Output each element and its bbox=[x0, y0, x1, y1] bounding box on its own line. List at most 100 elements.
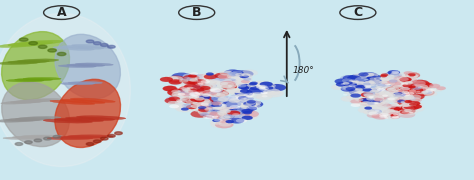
Ellipse shape bbox=[383, 108, 390, 111]
Ellipse shape bbox=[402, 78, 412, 81]
Ellipse shape bbox=[68, 82, 102, 84]
Ellipse shape bbox=[240, 89, 250, 93]
Ellipse shape bbox=[213, 93, 226, 98]
Ellipse shape bbox=[404, 89, 415, 93]
Ellipse shape bbox=[423, 91, 437, 96]
Ellipse shape bbox=[409, 101, 420, 105]
Ellipse shape bbox=[352, 92, 367, 97]
Ellipse shape bbox=[175, 105, 195, 112]
Ellipse shape bbox=[166, 96, 186, 104]
Ellipse shape bbox=[191, 104, 201, 108]
Ellipse shape bbox=[176, 86, 184, 89]
Ellipse shape bbox=[12, 136, 54, 139]
Ellipse shape bbox=[355, 88, 363, 91]
Ellipse shape bbox=[340, 75, 356, 81]
Ellipse shape bbox=[370, 89, 382, 93]
Ellipse shape bbox=[199, 95, 210, 100]
Ellipse shape bbox=[396, 81, 413, 88]
Ellipse shape bbox=[382, 81, 391, 84]
Ellipse shape bbox=[198, 110, 211, 115]
Ellipse shape bbox=[200, 99, 210, 103]
Ellipse shape bbox=[380, 100, 388, 103]
Ellipse shape bbox=[215, 90, 223, 93]
Ellipse shape bbox=[163, 86, 177, 91]
Ellipse shape bbox=[401, 83, 408, 85]
Ellipse shape bbox=[262, 95, 268, 97]
Ellipse shape bbox=[93, 140, 101, 143]
Ellipse shape bbox=[388, 94, 395, 97]
Ellipse shape bbox=[227, 74, 240, 79]
Ellipse shape bbox=[380, 85, 398, 92]
Ellipse shape bbox=[411, 87, 426, 93]
Ellipse shape bbox=[228, 110, 243, 115]
Ellipse shape bbox=[246, 95, 253, 98]
Ellipse shape bbox=[175, 104, 184, 108]
Ellipse shape bbox=[266, 84, 286, 91]
Ellipse shape bbox=[201, 103, 209, 106]
Ellipse shape bbox=[413, 84, 428, 90]
Ellipse shape bbox=[189, 96, 205, 102]
Ellipse shape bbox=[201, 93, 210, 97]
Ellipse shape bbox=[204, 84, 216, 88]
Ellipse shape bbox=[387, 100, 395, 103]
Ellipse shape bbox=[342, 78, 353, 83]
Ellipse shape bbox=[406, 93, 425, 100]
Ellipse shape bbox=[398, 89, 414, 95]
Ellipse shape bbox=[53, 135, 61, 138]
Ellipse shape bbox=[181, 92, 191, 96]
Ellipse shape bbox=[381, 72, 394, 77]
Ellipse shape bbox=[181, 87, 190, 90]
Ellipse shape bbox=[372, 114, 381, 118]
Ellipse shape bbox=[383, 113, 390, 116]
Ellipse shape bbox=[222, 101, 237, 107]
Ellipse shape bbox=[216, 112, 234, 118]
Ellipse shape bbox=[167, 76, 185, 82]
Ellipse shape bbox=[410, 112, 413, 114]
Ellipse shape bbox=[248, 92, 266, 99]
Ellipse shape bbox=[256, 94, 272, 100]
Ellipse shape bbox=[343, 82, 357, 87]
Ellipse shape bbox=[375, 110, 380, 112]
Ellipse shape bbox=[399, 72, 413, 77]
Ellipse shape bbox=[232, 71, 242, 74]
Ellipse shape bbox=[367, 112, 381, 118]
Ellipse shape bbox=[402, 102, 413, 107]
Ellipse shape bbox=[401, 87, 410, 90]
Ellipse shape bbox=[244, 97, 254, 101]
Ellipse shape bbox=[350, 94, 361, 98]
Ellipse shape bbox=[382, 92, 394, 97]
Ellipse shape bbox=[373, 96, 384, 100]
Ellipse shape bbox=[355, 98, 363, 101]
Ellipse shape bbox=[423, 91, 432, 94]
Ellipse shape bbox=[387, 90, 404, 97]
Ellipse shape bbox=[203, 115, 214, 119]
Ellipse shape bbox=[93, 42, 101, 45]
Ellipse shape bbox=[360, 88, 376, 94]
Ellipse shape bbox=[416, 86, 434, 92]
Ellipse shape bbox=[331, 84, 347, 90]
Ellipse shape bbox=[217, 116, 234, 122]
Ellipse shape bbox=[358, 98, 372, 103]
Ellipse shape bbox=[220, 81, 236, 87]
Ellipse shape bbox=[236, 77, 253, 84]
Ellipse shape bbox=[384, 113, 400, 120]
Ellipse shape bbox=[236, 108, 254, 115]
Ellipse shape bbox=[219, 82, 234, 88]
Ellipse shape bbox=[372, 94, 379, 97]
Ellipse shape bbox=[212, 104, 226, 109]
Ellipse shape bbox=[394, 76, 409, 82]
Ellipse shape bbox=[172, 73, 192, 80]
Ellipse shape bbox=[198, 108, 209, 112]
Ellipse shape bbox=[218, 74, 231, 79]
Ellipse shape bbox=[358, 89, 375, 96]
Ellipse shape bbox=[348, 80, 359, 84]
Ellipse shape bbox=[191, 96, 198, 98]
Ellipse shape bbox=[171, 90, 181, 93]
Ellipse shape bbox=[377, 88, 385, 91]
Ellipse shape bbox=[182, 88, 191, 91]
Ellipse shape bbox=[380, 75, 387, 77]
Ellipse shape bbox=[188, 88, 198, 92]
Ellipse shape bbox=[381, 80, 392, 84]
Ellipse shape bbox=[219, 101, 238, 109]
Ellipse shape bbox=[185, 90, 193, 93]
